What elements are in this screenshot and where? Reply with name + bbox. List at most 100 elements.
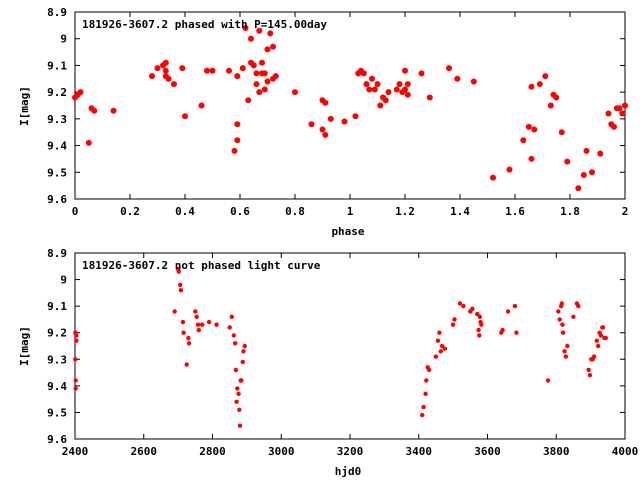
data-point — [557, 317, 562, 322]
data-point — [74, 338, 79, 343]
data-point — [154, 65, 161, 72]
data-point — [165, 75, 172, 82]
data-points — [72, 25, 628, 192]
data-point — [226, 67, 232, 74]
data-point — [512, 303, 518, 309]
data-point — [500, 327, 505, 333]
data-point — [239, 65, 246, 72]
y-tick-label: 9.5 — [47, 166, 67, 179]
data-point — [74, 333, 79, 338]
data-point — [366, 86, 373, 93]
y-tick-label: 9.4 — [47, 140, 67, 153]
x-tick-label: 2800 — [199, 445, 226, 458]
data-point — [439, 343, 445, 349]
data-point — [564, 158, 571, 165]
data-point — [404, 91, 411, 98]
data-point — [233, 341, 238, 346]
y-tick-label: 9.1 — [47, 300, 67, 313]
x-tick-label: 1.6 — [505, 205, 525, 218]
data-point — [240, 359, 245, 365]
y-tick-label: 9.5 — [47, 406, 67, 419]
data-point — [547, 102, 554, 109]
data-point — [171, 81, 177, 88]
data-point — [616, 105, 623, 112]
data-point — [186, 335, 191, 341]
data-point — [437, 330, 442, 335]
y-tick-label: 9.4 — [47, 380, 67, 393]
data-point — [420, 412, 425, 418]
data-point — [586, 367, 591, 373]
data-point — [198, 102, 205, 109]
data-point — [396, 81, 403, 88]
data-point — [597, 150, 604, 157]
tick-marks — [74, 11, 626, 200]
data-point — [442, 346, 448, 351]
data-point — [241, 349, 246, 354]
x-tick-label: 0.2 — [120, 205, 140, 218]
y-tick-label: 8.9 — [47, 247, 67, 260]
data-point — [256, 89, 263, 96]
data-point — [622, 102, 628, 109]
chart-title: 181926-3607.2 phased with P=145.00day — [82, 18, 327, 31]
data-point — [206, 319, 212, 325]
y-tick-label: 9.6 — [47, 433, 67, 446]
data-point — [341, 118, 348, 125]
data-point — [536, 81, 543, 88]
data-point — [382, 97, 389, 104]
data-point — [553, 94, 560, 101]
data-point — [204, 67, 210, 74]
data-point — [162, 59, 169, 66]
data-point — [181, 330, 186, 335]
data-point — [377, 102, 384, 109]
data-point — [231, 333, 236, 338]
data-point — [542, 73, 549, 80]
data-point — [424, 378, 429, 383]
data-point — [308, 121, 315, 128]
data-point — [461, 303, 466, 309]
data-point — [470, 306, 475, 311]
data-point — [563, 354, 569, 359]
data-point — [162, 67, 169, 74]
data-point — [261, 86, 268, 93]
data-point — [450, 322, 456, 327]
x-tick-label: 3600 — [474, 445, 501, 458]
data-point — [85, 139, 92, 146]
data-point — [476, 327, 481, 333]
data-point — [571, 314, 576, 319]
data-point — [77, 89, 84, 96]
data-point — [292, 89, 298, 96]
data-point — [560, 322, 565, 327]
data-point — [270, 43, 276, 50]
data-point — [73, 386, 78, 391]
data-point — [259, 59, 265, 66]
x-tick-label: 2 — [622, 205, 629, 218]
data-point — [236, 391, 241, 396]
data-point — [528, 83, 535, 90]
x-tick-label: 1.4 — [450, 205, 470, 218]
data-point — [234, 121, 241, 128]
data-point — [253, 70, 260, 77]
data-point — [235, 386, 240, 391]
data-point — [470, 78, 477, 85]
data-point — [402, 67, 408, 74]
data-point — [596, 343, 601, 349]
y-axis-label: I[mag] — [18, 86, 31, 126]
data-point — [179, 65, 186, 72]
data-point — [242, 25, 249, 31]
y-axis-label: I[mag] — [18, 326, 31, 366]
data-point — [194, 314, 199, 319]
data-point — [506, 166, 513, 173]
data-point — [490, 174, 496, 181]
data-point — [264, 46, 271, 53]
data-point — [525, 123, 532, 130]
data-point — [421, 404, 426, 410]
data-point — [560, 330, 566, 335]
data-point — [587, 373, 593, 378]
data-point — [452, 317, 457, 322]
data-point — [603, 335, 608, 341]
data-point — [322, 131, 329, 138]
data-point — [186, 341, 192, 346]
data-point — [562, 349, 567, 354]
y-tick-label: 8.9 — [47, 6, 67, 19]
data-point — [256, 27, 263, 34]
